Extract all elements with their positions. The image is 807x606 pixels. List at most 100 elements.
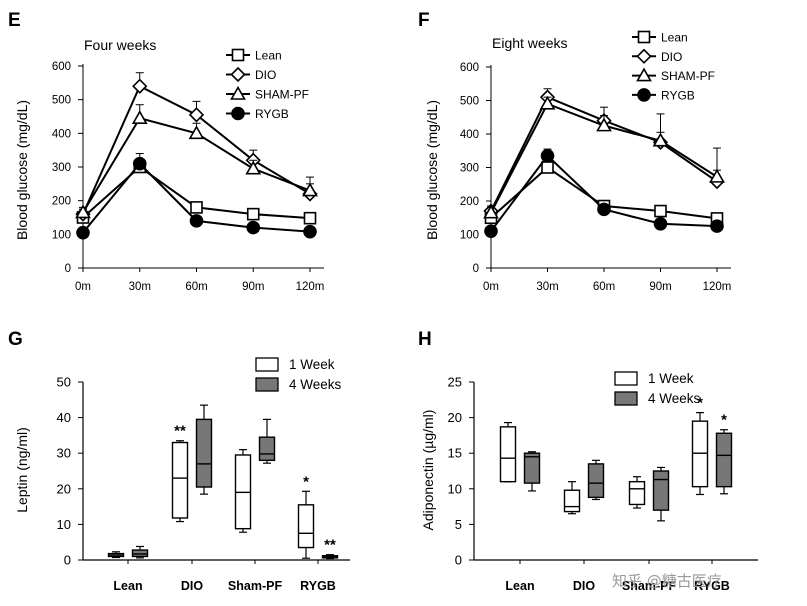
point-e-sham-pf-1: [131, 110, 148, 124]
series-f-sham-pf: [483, 95, 725, 219]
point-f-rygb-1: [540, 148, 555, 163]
category-label-h-dio: DIO: [573, 579, 596, 593]
legend-f: Lean DIO SHAM-PF RYGB: [632, 30, 715, 102]
series-h-1-week: [499, 412, 709, 515]
panel-e: E Four weeks Blood glucose (mg/dL) 0 100 2…: [8, 10, 324, 293]
y-tick-label-f-100: 100: [460, 230, 479, 242]
y-tick-label-e-300: 300: [52, 162, 71, 174]
legend-entry-h-4-weeks: 4 Weeks: [614, 391, 701, 406]
x-tick-label-e-120m: 120m: [296, 281, 325, 293]
y-tick-label-h-20: 20: [448, 410, 462, 425]
legend-label-f-dio: DIO: [661, 50, 682, 64]
box-body-h-rygb-1-week: [691, 420, 709, 488]
y-tick-label-g-20: 20: [57, 481, 71, 496]
plot-area-f: 0 100 200 300 400 500 600 0m 30m 60m 90m 120m: [460, 62, 732, 293]
significance-g-rygb-4-weeks: **: [324, 537, 336, 554]
y-tick-label-f-300: 300: [460, 163, 479, 175]
point-f-sham-pf-4: [709, 168, 725, 183]
legend-label-e-rygb: RYGB: [255, 107, 289, 121]
legend-marker-f-dio: [636, 48, 652, 64]
point-f-lean-3: [654, 204, 667, 218]
legend-swatch-g-4-weeks: [255, 377, 279, 392]
box-h-sham-pf-4-weeks: [652, 466, 670, 522]
legend-marker-e-lean: [231, 48, 245, 62]
x-tick-label-f-60m: 60m: [593, 281, 615, 293]
y-tick-label-h-15: 15: [448, 446, 462, 461]
x-tick-label-e-90m: 90m: [242, 281, 264, 293]
category-label-g-rygb: RYGB: [300, 579, 336, 593]
significance-h-rygb-4-weeks: *: [721, 412, 727, 429]
panel-label-e: E: [8, 10, 21, 31]
legend-marker-f-lean: [637, 30, 651, 44]
legend-marker-f-rygb: [637, 88, 651, 102]
y-tick-label-g-30: 30: [57, 446, 71, 461]
legend-swatch-h-4-weeks: [614, 391, 638, 406]
box-body-g-dio-4-weeks: [195, 418, 213, 488]
significance-g-dio-1-week: **: [174, 423, 186, 440]
legend-entry-f-sham-pf: SHAM-PF: [632, 67, 715, 83]
box-body-h-sham-pf-1-week: [628, 480, 646, 506]
x-tick-label-e-30m: 30m: [129, 281, 151, 293]
box-h-lean-1-week: [499, 421, 517, 483]
significance-h-rygb-1-week: *: [697, 395, 703, 412]
legend-entry-e-lean: Lean: [226, 49, 282, 63]
series-f-rygb: [484, 148, 724, 238]
x-tick-label-f-0m: 0m: [483, 281, 499, 293]
point-f-rygb-3: [653, 216, 668, 231]
y-tick-label-e-600: 600: [52, 61, 71, 73]
point-e-sham-pf-4: [302, 182, 318, 197]
y-tick-label-f-400: 400: [460, 129, 479, 141]
point-e-dio-2: [188, 107, 205, 123]
box-body-h-rygb-4-weeks: [715, 432, 733, 488]
point-e-sham-pf-3: [245, 160, 262, 175]
watermark: 知乎 @糖古医疗: [612, 572, 722, 590]
y-tick-label-g-40: 40: [57, 410, 71, 425]
y-tick-label-f-600: 600: [460, 62, 479, 74]
chart-title-e: Four weeks: [84, 37, 156, 53]
x-tick-label-e-60m: 60m: [185, 281, 207, 293]
panel-g: G Leptin (ng/ml) 0 10 20 30 40 50 Lean DIO Sham-…: [8, 329, 350, 593]
y-tick-label-f-0: 0: [473, 263, 479, 275]
box-body-h-lean-4-weeks: [523, 452, 541, 484]
point-e-lean-3: [246, 207, 260, 221]
point-e-sham-pf-0: [75, 204, 91, 219]
y-tick-label-e-400: 400: [52, 128, 71, 140]
legend-entry-h-1-week: 1 Week: [614, 371, 694, 386]
legend-label-f-lean: Lean: [661, 31, 688, 45]
panel-label-h: H: [418, 329, 432, 350]
point-e-sham-pf-2: [188, 125, 205, 140]
y-tick-label-e-0: 0: [65, 263, 71, 275]
series-g-1-week: [107, 440, 315, 559]
legend-swatch-g-1-week: [255, 357, 279, 372]
y-tick-label-g-0: 0: [64, 553, 71, 568]
series-h-4-weeks: [523, 429, 733, 522]
panel-h: H Adiponectin (µg/ml) 0 5 10 15 20 25 Lean DIO S…: [418, 329, 758, 593]
box-body-h-sham-pf-4-weeks: [652, 470, 670, 511]
legend-label-e-dio: DIO: [255, 68, 276, 82]
legend-marker-f-sham-pf: [636, 67, 652, 82]
category-label-h-rygb: RYGB: [694, 579, 730, 593]
box-body-g-dio-1-week: [171, 441, 189, 519]
category-label-h-sham-pf: Sham-PF: [622, 579, 677, 593]
legend-h: 1 Week 4 Weeks: [614, 371, 701, 406]
y-axis-label-h: Adiponectin (µg/ml): [420, 410, 436, 531]
point-e-rygb-3: [246, 220, 261, 235]
legend-entry-f-rygb: RYGB: [632, 88, 695, 102]
point-f-sham-pf-3: [652, 132, 669, 147]
box-g-rygb-4-weeks: [321, 554, 339, 560]
box-h-dio-1-week: [563, 481, 581, 515]
point-e-rygb-4: [303, 224, 317, 239]
y-tick-label-h-0: 0: [455, 553, 462, 568]
series-line-f-rygb: [490, 154, 718, 232]
legend-label-h-4-weeks: 4 Weeks: [648, 391, 701, 406]
legend-entry-e-rygb: RYGB: [226, 106, 289, 121]
y-axis-label-g: Leptin (ng/ml): [14, 427, 30, 513]
y-tick-label-f-500: 500: [460, 96, 479, 108]
box-g-sham-pf-1-week: [234, 449, 252, 533]
point-e-dio-1: [132, 78, 148, 94]
box-body-g-lean-4-weeks: [131, 549, 149, 558]
series-e-sham-pf: [75, 104, 318, 219]
legend-entry-e-sham-pf: SHAM-PF: [226, 85, 309, 102]
